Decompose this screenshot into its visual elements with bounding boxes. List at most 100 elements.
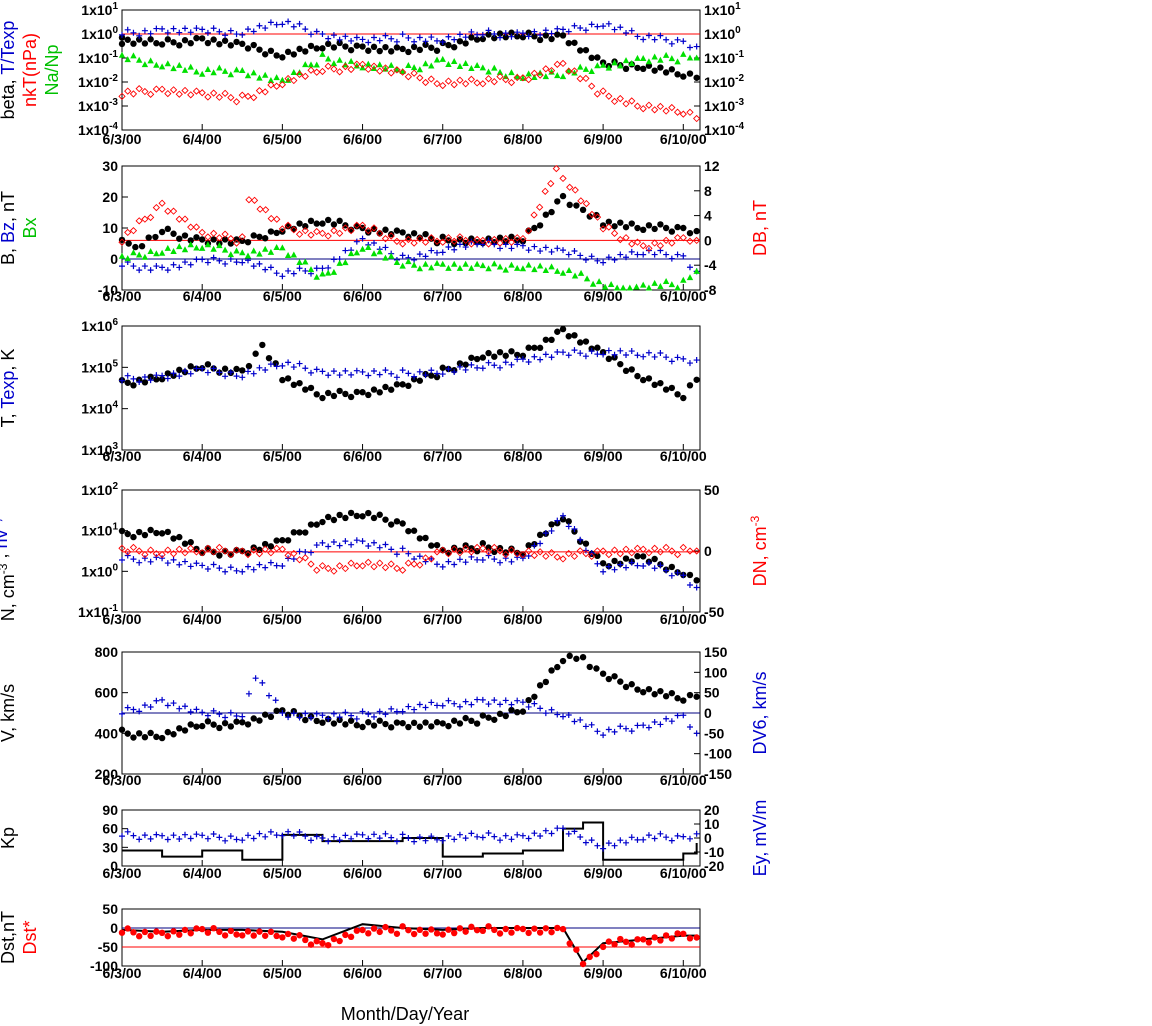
x-tick-label: 6/9/00: [584, 131, 623, 147]
data-point: [468, 34, 475, 41]
data-point: [537, 31, 544, 38]
data-point: [273, 215, 281, 223]
data-point: [617, 723, 624, 730]
data-point: [267, 559, 274, 566]
data-point: [313, 391, 320, 398]
data-point: [462, 366, 469, 373]
data-point: [324, 513, 332, 521]
x-tick-label: 6/5/00: [263, 865, 302, 881]
data-point: [371, 713, 378, 720]
data-point: [628, 728, 635, 735]
data-point: [485, 714, 492, 721]
data-point: [519, 356, 526, 363]
data-point: [359, 513, 366, 520]
data-point: [565, 712, 572, 719]
data-point: [588, 82, 596, 90]
data-point: [141, 379, 149, 386]
data-point: [118, 40, 126, 48]
data-point: [233, 66, 240, 73]
data-point: [250, 835, 257, 842]
data-point: [359, 36, 366, 43]
series-line: [122, 821, 698, 861]
data-point: [136, 559, 143, 566]
data-point: [262, 206, 270, 214]
data-point: [273, 74, 280, 81]
data-point: [319, 518, 326, 526]
data-point: [456, 363, 463, 370]
data-point: [536, 262, 544, 269]
data-point: [210, 236, 217, 243]
data-point: [135, 730, 143, 737]
y-tick-label: 1x101: [81, 1, 118, 18]
data-point: [364, 227, 372, 235]
data-point: [318, 229, 327, 237]
data-point: [256, 22, 263, 29]
data-point: [330, 567, 338, 575]
data-point: [579, 206, 587, 213]
data-point: [560, 247, 567, 254]
data-point: [153, 250, 160, 257]
data-point: [657, 830, 664, 837]
data-point: [411, 706, 418, 713]
data-point: [359, 245, 366, 252]
data-point: [153, 529, 160, 537]
y-tick-label-right: 0: [704, 830, 712, 846]
data-point: [399, 520, 406, 527]
data-point: [256, 364, 263, 371]
data-point: [456, 38, 464, 45]
data-point: [313, 542, 320, 549]
data-point: [565, 267, 573, 274]
data-point: [399, 67, 406, 74]
data-point: [187, 708, 194, 715]
data-point: [693, 227, 700, 235]
data-point: [674, 712, 681, 719]
data-point: [674, 569, 681, 576]
data-point: [577, 269, 585, 276]
data-point: [210, 925, 217, 932]
data-point: [673, 550, 682, 559]
data-point: [586, 663, 593, 671]
data-point: [181, 727, 189, 734]
data-point: [153, 263, 160, 270]
data-point: [353, 562, 361, 570]
data-point: [680, 930, 687, 937]
data-point: [290, 226, 298, 234]
data-point: [301, 554, 309, 562]
data-point: [393, 838, 400, 845]
data-point: [376, 37, 383, 44]
data-point: [548, 527, 555, 534]
data-point: [491, 353, 498, 360]
data-point: [588, 68, 595, 75]
data-point: [376, 230, 383, 237]
data-point: [468, 238, 475, 245]
data-point: [370, 62, 378, 70]
data-point: [548, 336, 555, 344]
data-point: [554, 25, 561, 32]
data-point: [640, 65, 647, 73]
data-point: [284, 76, 292, 83]
data-point: [245, 832, 252, 839]
data-point: [473, 355, 481, 363]
data-point: [187, 91, 195, 99]
data-point: [422, 372, 429, 379]
data-point: [152, 550, 161, 558]
x-tick-label: 6/8/00: [503, 131, 542, 147]
data-point: [262, 367, 269, 374]
data-point: [370, 43, 378, 51]
data-point: [376, 47, 383, 55]
y-tick-label-right: 0: [704, 232, 712, 248]
data-point: [410, 930, 418, 938]
data-point: [307, 66, 315, 74]
data-point: [428, 62, 435, 69]
data-point: [399, 708, 406, 715]
data-point: [222, 837, 229, 844]
data-point: [365, 229, 372, 236]
y-tick-label-right: -20: [704, 858, 724, 874]
data-point: [599, 225, 607, 233]
data-point: [307, 42, 315, 50]
data-point: [456, 63, 464, 70]
data-point: [663, 715, 670, 722]
data-point: [136, 378, 143, 385]
data-point: [347, 57, 355, 64]
